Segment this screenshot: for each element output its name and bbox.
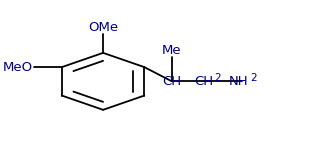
Text: CH: CH — [194, 75, 213, 88]
Text: NH: NH — [229, 75, 248, 88]
Text: OMe: OMe — [88, 21, 118, 34]
Text: 2: 2 — [250, 73, 257, 83]
Text: 2: 2 — [214, 73, 220, 83]
Text: CH: CH — [162, 75, 181, 88]
Text: MeO: MeO — [3, 61, 33, 74]
Text: Me: Me — [162, 44, 182, 57]
